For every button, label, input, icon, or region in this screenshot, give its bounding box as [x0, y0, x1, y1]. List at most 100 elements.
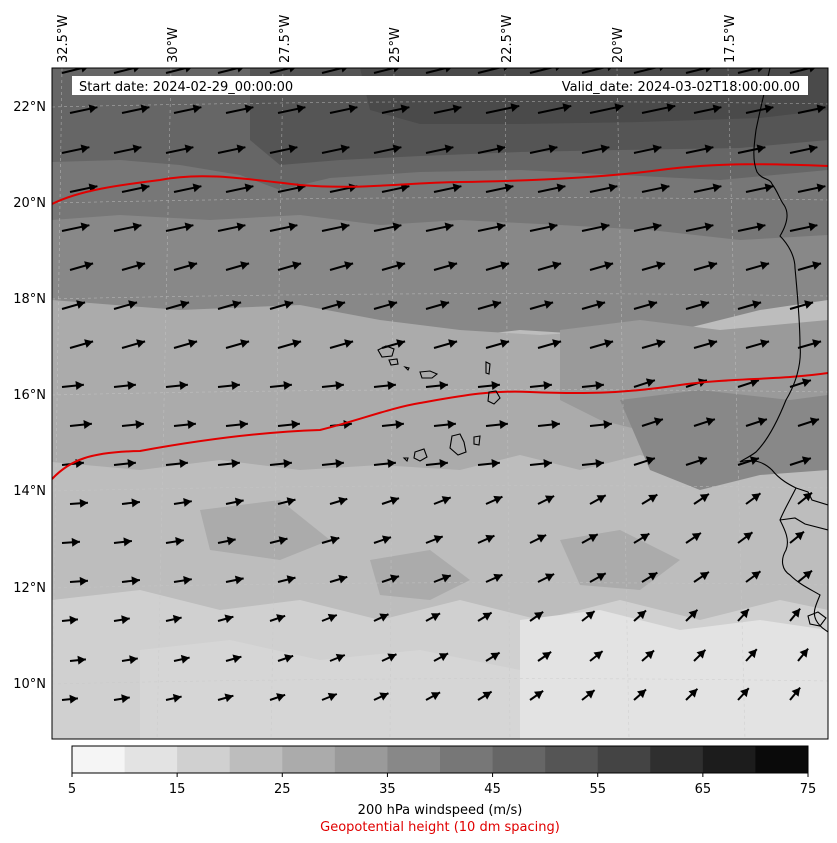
wind-arrow-head: [562, 103, 572, 112]
wind-arrow-head: [129, 655, 138, 665]
wind-arrow-head: [400, 183, 410, 193]
wind-arrow-head: [81, 68, 88, 73]
wind-arrow-head: [292, 339, 302, 348]
wind-arrow-head: [791, 687, 801, 697]
colorbar-tick-label: 15: [169, 782, 186, 797]
colorbar-ticks: 5 15 25 35 45 55 65 75: [68, 773, 816, 797]
wind-arrow-head: [292, 261, 302, 270]
wind-arrow-head: [288, 144, 298, 154]
wind-arrow-head: [749, 378, 759, 387]
colorbar-tick-label: 65: [695, 782, 712, 797]
wind-arrow-head: [500, 261, 510, 270]
wind-arrow-head: [444, 144, 454, 154]
wind-arrow-head: [491, 459, 500, 469]
lat-label: 16°N: [13, 388, 46, 403]
colorbar-title: 200 hPa windspeed (m/s): [358, 803, 523, 818]
wind-arrow-head: [80, 144, 90, 154]
colorbar-cell: [334, 746, 388, 773]
wind-arrow-head: [232, 300, 242, 309]
wind-arrow-head: [123, 537, 132, 547]
wind-arrow-head: [344, 339, 354, 348]
colorbar-subtitle: Geopotential height (10 dm spacing): [320, 820, 560, 835]
wind-arrow-head: [192, 183, 202, 193]
wind-arrow-head: [379, 692, 389, 701]
wind-arrow-head: [188, 261, 198, 270]
colorbar-cell: [755, 746, 809, 773]
wind-arrow-head: [283, 459, 292, 469]
wind-arrow-head: [336, 300, 346, 309]
wind-arrow-head: [699, 571, 709, 581]
wind-arrow-head: [75, 381, 84, 391]
wind-arrow-head: [760, 339, 770, 348]
wind-arrow-head: [289, 68, 296, 73]
wind-arrow-head: [131, 576, 140, 586]
wind-arrow-head: [135, 420, 144, 430]
wind-arrow-head: [596, 495, 606, 504]
wind-arrow-head: [330, 535, 340, 545]
wind-arrow-head: [603, 420, 612, 430]
colorbar-cell: [650, 746, 704, 773]
wind-arrow-head: [600, 144, 610, 154]
colorbar-cell: [124, 746, 178, 773]
wind-arrow-head: [80, 222, 90, 232]
wind-arrow-shaft: [373, 68, 399, 74]
wind-arrow-head: [327, 613, 337, 623]
wind-arrow-head: [232, 654, 242, 664]
wind-arrow-head: [760, 261, 770, 270]
colorbar-tick-label: 75: [800, 782, 817, 797]
wind-arrow-head: [492, 300, 502, 309]
lat-label: 14°N: [13, 484, 46, 499]
wind-arrow-head: [548, 144, 558, 154]
wind-arrow-head: [136, 261, 146, 270]
colorbar-tick-label: 25: [274, 782, 291, 797]
wind-arrow-head: [799, 648, 809, 658]
wind-arrow-head: [430, 692, 441, 701]
wind-arrow-head: [172, 614, 182, 624]
wind-arrow-head: [234, 497, 244, 507]
wind-arrow-head: [389, 496, 400, 505]
lon-label: 25°W: [388, 27, 403, 63]
wind-arrow-head: [69, 615, 78, 625]
wind-arrow-head: [801, 378, 811, 387]
wind-arrow-head: [656, 339, 666, 348]
wind-arrow-head: [551, 420, 560, 430]
wind-arrow-head: [595, 459, 604, 469]
wind-arrow-head: [552, 339, 562, 348]
wind-arrow-head: [348, 104, 358, 114]
longitude-labels: 32.5°W 30°W 27.5°W 25°W 22.5°W 20°W 17.5…: [56, 15, 738, 63]
wind-arrow-head: [705, 68, 712, 73]
wind-arrow-head: [808, 144, 818, 154]
wind-arrow-head: [751, 493, 761, 502]
wind-arrow-head: [544, 300, 554, 309]
wind-arrow-head: [440, 300, 450, 309]
wind-arrow-head: [809, 417, 819, 426]
wind-arrow-head: [552, 261, 562, 270]
wind-arrow-head: [659, 68, 664, 72]
wind-arrow-head: [244, 183, 254, 193]
lon-label: 27.5°W: [278, 15, 293, 63]
wind-arrow-head: [84, 339, 94, 348]
wind-arrow-head: [640, 533, 650, 542]
wind-arrow-head: [392, 222, 402, 232]
wind-arrow-head: [430, 613, 441, 622]
wind-arrow-head: [543, 381, 552, 391]
wind-arrow-head: [712, 183, 722, 193]
wind-arrow-head: [284, 654, 294, 663]
wind-arrow-shaft: [685, 68, 711, 74]
wind-arrow-head: [740, 609, 749, 619]
lat-label: 18°N: [13, 292, 46, 307]
wind-arrow-head: [712, 104, 722, 114]
map-panel: [52, 68, 828, 739]
colorbar-cell: [387, 746, 441, 773]
wind-arrow-head: [696, 649, 706, 659]
wind-arrow-head: [379, 613, 389, 622]
colorbar-cell: [597, 746, 651, 773]
wind-arrow-head: [816, 104, 826, 114]
wind-arrow-head: [335, 459, 344, 469]
wind-arrow-head: [344, 261, 354, 270]
wind-arrow-head: [496, 144, 506, 154]
wind-arrow-head: [648, 300, 658, 309]
lat-label: 12°N: [13, 581, 46, 596]
wind-arrow-shaft: [269, 68, 295, 74]
colorbar-cells: [72, 746, 809, 773]
